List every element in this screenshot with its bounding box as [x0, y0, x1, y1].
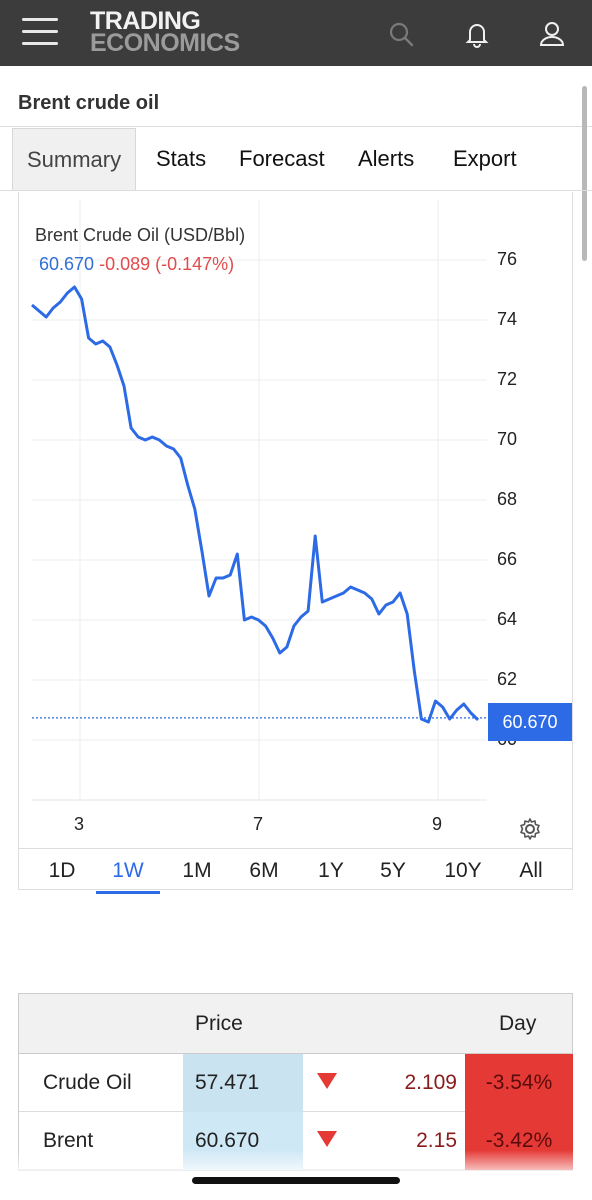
- bottom-fade: [0, 1150, 592, 1200]
- price-header: Price: [195, 1012, 243, 1035]
- price-series-line: [31, 285, 480, 724]
- tab-stats[interactable]: Stats: [156, 146, 207, 171]
- y-tick-label: 72: [497, 369, 518, 389]
- day-header: Day: [499, 1012, 537, 1035]
- percent-change: -3.54%: [465, 1054, 573, 1112]
- period-1y[interactable]: 1Y: [318, 859, 344, 882]
- bell-icon[interactable]: [463, 20, 491, 48]
- last-value: 60.670: [39, 254, 95, 274]
- price-chart[interactable]: [0, 0, 592, 900]
- chart-title: Brent Crude Oil (USD/Bbl): [35, 225, 246, 245]
- logo-line1: TRADING: [90, 7, 201, 35]
- logo[interactable]: TRADING ECONOMICS: [90, 7, 240, 57]
- period-10y[interactable]: 10Y: [444, 859, 482, 882]
- change-value: 2.15: [416, 1129, 457, 1152]
- tab-divider: [0, 190, 592, 191]
- tab-summary[interactable]: Summary: [12, 128, 137, 190]
- gear-icon[interactable]: [518, 817, 542, 841]
- period-1m[interactable]: 1M: [182, 859, 212, 882]
- commodity-name[interactable]: Crude Oil: [43, 1071, 132, 1094]
- logo-line2: ECONOMICS: [90, 29, 240, 57]
- price-value: 57.471: [183, 1054, 303, 1112]
- user-icon[interactable]: [538, 20, 566, 48]
- chart-quote: 60.670 -0.089 (-0.147%): [39, 254, 234, 275]
- home-indicator[interactable]: [192, 1177, 400, 1184]
- table-row[interactable]: Crude Oil 57.471 2.109 -3.54%: [19, 1054, 573, 1112]
- x-tick-label: 7: [253, 814, 264, 834]
- tab-alerts[interactable]: Alerts: [358, 146, 415, 171]
- y-tick-label: 68: [497, 489, 518, 509]
- change-value: -0.089 (-0.147%): [99, 254, 235, 274]
- y-tick-label: 62: [497, 669, 518, 689]
- period-all[interactable]: All: [519, 859, 543, 882]
- down-arrow-icon: [317, 1112, 337, 1170]
- search-icon[interactable]: [387, 20, 415, 48]
- y-tick-label: 66: [497, 549, 518, 569]
- y-tick-label: 70: [497, 429, 518, 449]
- x-tick-label: 9: [432, 814, 443, 834]
- tab-bar: Summary Stats Forecast Alerts Export: [12, 128, 572, 190]
- down-arrow-icon: [317, 1054, 337, 1112]
- period-selector: 1D 1W 1M 6M 1Y 5Y 10Y All: [18, 848, 573, 894]
- y-tick-label: 76: [497, 249, 518, 269]
- price-tag: 60.670: [488, 703, 572, 741]
- chart-container: [18, 192, 573, 890]
- commodity-name[interactable]: Brent: [43, 1129, 94, 1152]
- y-tick-label: 74: [497, 309, 518, 329]
- period-6m[interactable]: 6M: [249, 859, 279, 882]
- y-tick-label: 64: [497, 609, 518, 629]
- quotes-table: Price Day Crude Oil 57.471 2.109 -3.54% …: [18, 993, 573, 1171]
- menu-icon[interactable]: [22, 18, 58, 46]
- x-tick-label: 3: [74, 814, 85, 834]
- divider: [0, 126, 592, 127]
- page-title: Brent crude oil: [18, 92, 160, 114]
- top-app-bar: TRADING ECONOMICS: [0, 0, 592, 66]
- tab-forecast[interactable]: Forecast: [239, 146, 325, 171]
- table-header: Price Day: [19, 994, 572, 1054]
- tab-export[interactable]: Export: [453, 146, 517, 171]
- scrollbar[interactable]: [582, 86, 587, 261]
- period-5y[interactable]: 5Y: [380, 859, 406, 882]
- period-1w[interactable]: 1W: [96, 859, 160, 894]
- period-1d[interactable]: 1D: [48, 859, 76, 882]
- change-value: 2.109: [404, 1071, 457, 1094]
